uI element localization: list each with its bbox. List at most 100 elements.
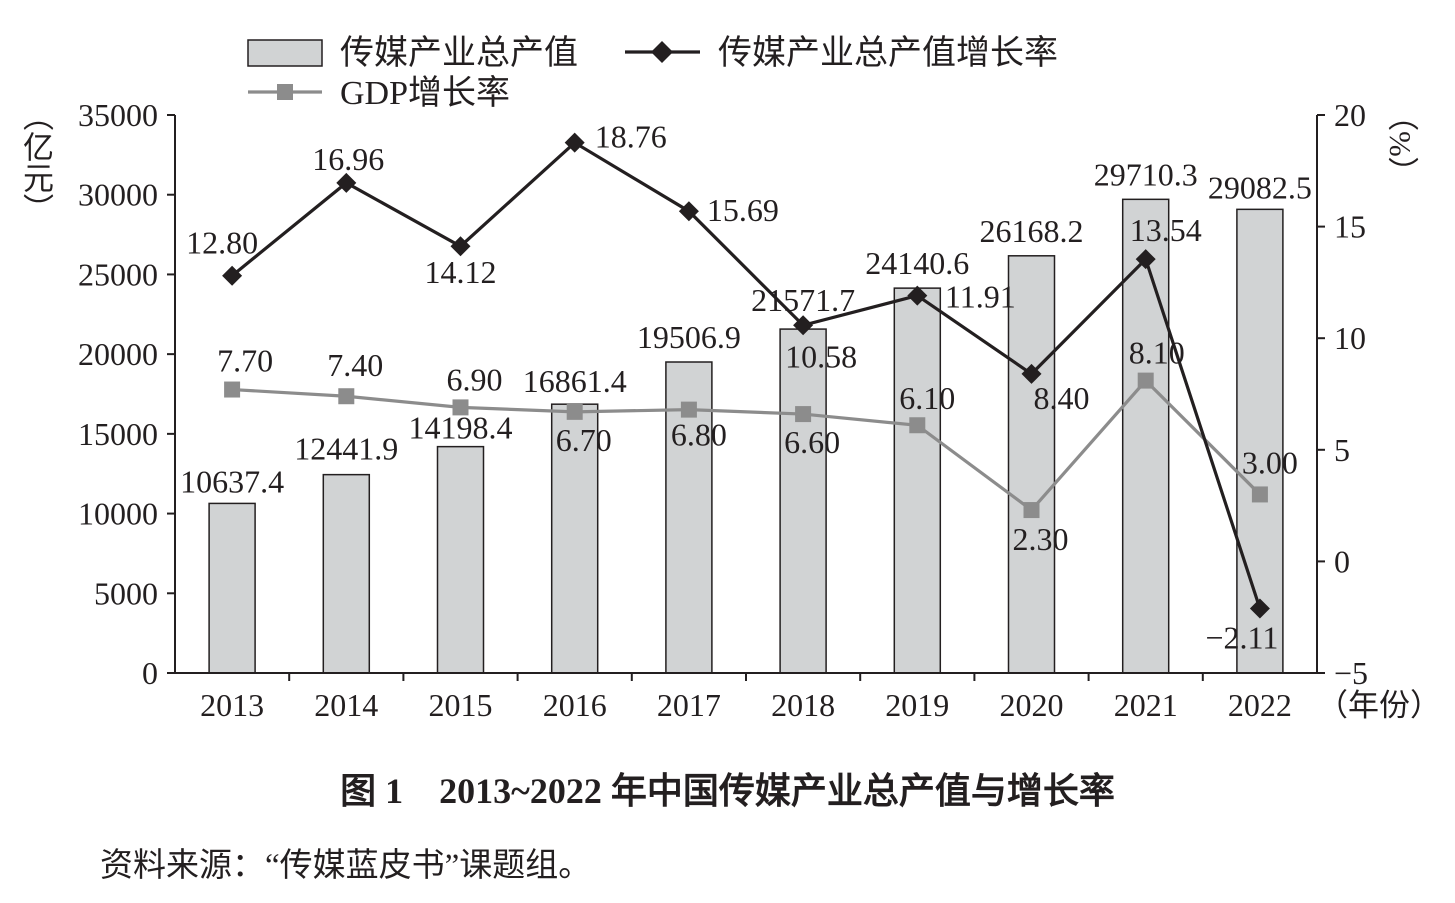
media-growth-label-2014: 16.96 — [312, 141, 384, 177]
media-growth-marker-2014 — [336, 172, 357, 193]
figure-source-note: 资料来源：“传媒蓝皮书”课题组。 — [100, 848, 592, 884]
gdp-growth-label-2014: 7.40 — [327, 347, 383, 383]
bar-value-label-2015: 14198.4 — [409, 410, 513, 446]
media-growth-label-2013: 12.80 — [186, 225, 258, 261]
y-left-tick-label-5: 25000 — [78, 256, 158, 292]
gdp-growth-label-2016: 6.70 — [556, 422, 612, 458]
bar-value-label-2018: 21571.7 — [751, 282, 855, 318]
gdp-growth-label-2022: 3.00 — [1242, 444, 1298, 480]
lines-group — [231, 140, 1262, 609]
media-growth-label-2019: 11.91 — [945, 279, 1016, 315]
bar-value-label-2017: 19506.9 — [637, 319, 741, 355]
gdp-growth-marker-2020 — [1023, 502, 1040, 519]
legend-square-marker — [277, 84, 293, 100]
bars-group — [208, 198, 1284, 674]
media-growth-marker-2018 — [793, 315, 814, 336]
tick-labels-group: 05000100001500020000250003000035000−5051… — [78, 97, 1368, 723]
x-tick-label-2016: 2016 — [543, 687, 607, 723]
gdp-growth-label-2015: 6.90 — [447, 361, 503, 397]
y-left-axis-label: （亿元） — [18, 100, 53, 224]
x-tick-label-2013: 2013 — [200, 687, 264, 723]
x-tick-label-2021: 2021 — [1114, 687, 1178, 723]
gdp-growth-marker-2022 — [1251, 486, 1268, 503]
y-right-tick-label-1: 0 — [1334, 543, 1350, 579]
bar-value-label-2022: 29082.5 — [1208, 169, 1312, 205]
bar-value-label-2019: 24140.6 — [865, 245, 969, 281]
bar-2018 — [779, 328, 827, 674]
bar-value-label-2020: 26168.2 — [980, 213, 1084, 249]
y-right-tick-label-3: 10 — [1334, 320, 1366, 356]
gdp-growth-label-2020: 2.30 — [1013, 521, 1069, 557]
bar-value-label-2013: 10637.4 — [180, 463, 284, 499]
gdp-growth-marker-2013 — [224, 381, 241, 398]
bar-2021 — [1121, 198, 1170, 674]
media-growth-label-2017: 15.69 — [707, 192, 779, 228]
media-growth-label-2018: 10.58 — [785, 338, 857, 374]
bar-2020 — [1007, 255, 1056, 674]
legend: 传媒产业总产值 传媒产业总产值增长率 GDP增长率 — [247, 34, 1058, 112]
data-labels-group: 10637.4 12441.9 14198.4 16861.4 19506.9 21571… — [180, 119, 1312, 656]
media-growth-line — [231, 140, 1262, 609]
gdp-growth-label-2013: 7.70 — [217, 343, 273, 379]
gdp-growth-line — [232, 378, 1262, 513]
markers-group — [222, 132, 1270, 619]
media-growth-label-2021: 13.54 — [1130, 212, 1202, 248]
legend-label-media-output: 传媒产业总产值 — [340, 34, 578, 72]
media-growth-marker-2021 — [1135, 249, 1156, 270]
ticks-group — [167, 114, 1325, 681]
legend-bar-swatch — [247, 39, 323, 67]
x-tick-label-2022: 2022 — [1228, 687, 1292, 723]
gdp-growth-marker-2018 — [795, 406, 812, 423]
y-left-tick-label-6: 30000 — [78, 177, 158, 213]
x-tick-label-2015: 2015 — [429, 687, 493, 723]
gdp-growth-marker-2021 — [1137, 372, 1154, 389]
media-growth-label-2022: −2.11 — [1205, 619, 1278, 655]
y-left-tick-label-7: 35000 — [78, 97, 158, 133]
media-growth-label-2016: 18.76 — [595, 119, 667, 155]
legend-label-gdp-growth: GDP增长率 — [340, 74, 510, 112]
media-growth-marker-2016 — [564, 132, 585, 153]
gdp-growth-label-2021: 8.10 — [1129, 335, 1185, 371]
x-tick-label-2020: 2020 — [1000, 687, 1064, 723]
y-left-tick-label-1: 5000 — [94, 575, 158, 611]
bar-2014 — [322, 473, 371, 674]
y-left-tick-label-2: 10000 — [78, 496, 158, 532]
y-right-tick-label-0: −5 — [1334, 655, 1368, 691]
media-growth-label-2015: 14.12 — [425, 254, 497, 290]
x-tick-label-2014: 2014 — [314, 687, 378, 723]
y-right-tick-label-5: 20 — [1334, 97, 1366, 133]
bar-2016 — [550, 403, 599, 674]
bar-value-label-2016: 16861.4 — [523, 363, 627, 399]
y-left-tick-label-3: 15000 — [78, 416, 158, 452]
gdp-growth-marker-2016 — [566, 403, 583, 420]
media-growth-marker-2022 — [1249, 598, 1270, 619]
y-right-tick-label-2: 5 — [1334, 432, 1350, 468]
gdp-growth-marker-2015 — [452, 399, 469, 416]
media-growth-marker-2020 — [1021, 363, 1042, 384]
legend-diamond-marker — [651, 41, 673, 63]
media-growth-marker-2019 — [907, 285, 928, 306]
x-tick-label-2018: 2018 — [771, 687, 835, 723]
media-growth-marker-2017 — [678, 201, 699, 222]
bar-value-label-2014: 12441.9 — [294, 431, 398, 467]
gdp-growth-marker-2014 — [338, 388, 355, 405]
gdp-growth-label-2017: 6.80 — [671, 417, 727, 453]
media-growth-marker-2013 — [222, 265, 243, 286]
gdp-growth-marker-2019 — [909, 417, 926, 434]
bar-2015 — [436, 445, 485, 674]
x-tick-label-2017: 2017 — [657, 687, 721, 723]
figure-title: 图 1 2013~2022 年中国传媒产业总产值与增长率 — [340, 771, 1115, 811]
y-right-axis-label: （%） — [1383, 100, 1418, 188]
legend-label-media-growth: 传媒产业总产值增长率 — [718, 34, 1058, 72]
gdp-growth-label-2019: 6.10 — [899, 380, 955, 416]
bar-2019 — [893, 287, 942, 674]
media-growth-marker-2015 — [450, 236, 471, 257]
gdp-growth-label-2018: 6.60 — [784, 424, 840, 460]
legend-media-growth-swatch — [625, 41, 700, 63]
y-right-tick-label-4: 15 — [1334, 209, 1366, 245]
x-tick-label-2019: 2019 — [885, 687, 949, 723]
media-growth-label-2020: 8.40 — [1034, 380, 1090, 416]
gdp-growth-marker-2017 — [680, 401, 697, 418]
